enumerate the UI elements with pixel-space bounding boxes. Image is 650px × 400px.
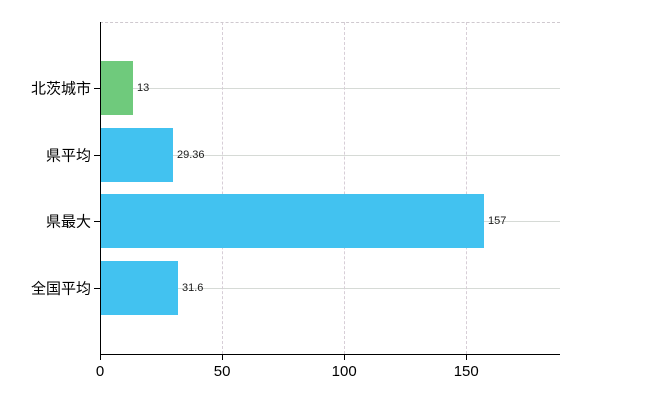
y-axis-line: [100, 22, 101, 355]
gridline-horizontal: [100, 154, 560, 156]
x-axis-tick-label: 0: [95, 363, 105, 380]
x-axis-tick-label: 100: [331, 363, 357, 380]
plot-top-border: [100, 22, 560, 23]
gridline-horizontal: [100, 287, 560, 289]
y-axis-category-label: 全国平均: [30, 280, 91, 298]
bar-value-label: 157: [488, 215, 507, 228]
x-axis-tick: [100, 355, 101, 360]
bar-value-label: 13: [137, 82, 150, 95]
y-axis-tick: [94, 221, 100, 223]
y-axis-tick: [94, 154, 100, 156]
bar: [101, 260, 178, 315]
y-axis-category-label: 北茨城市: [30, 80, 91, 98]
gridline-horizontal: [100, 88, 560, 90]
y-axis-category-label: 県最大: [45, 213, 91, 231]
bar: [101, 61, 133, 116]
gridline-vertical: [344, 22, 346, 354]
x-axis-tick-label: 50: [213, 363, 231, 380]
y-axis-category-label: 県平均: [45, 147, 91, 165]
bar-value-label: 29.36: [177, 148, 205, 161]
bar: [101, 194, 484, 249]
gridline-vertical: [466, 22, 468, 354]
x-axis-tick: [466, 355, 468, 360]
bar-value-label: 31.6: [182, 281, 204, 294]
gridline-vertical: [222, 22, 224, 354]
x-axis-line: [100, 354, 560, 355]
x-axis-tick-label: 150: [453, 363, 479, 380]
y-axis-tick: [94, 287, 100, 289]
y-axis-tick: [94, 88, 100, 90]
bar: [101, 127, 173, 182]
x-axis-tick: [344, 355, 346, 360]
x-axis-tick: [222, 355, 224, 360]
